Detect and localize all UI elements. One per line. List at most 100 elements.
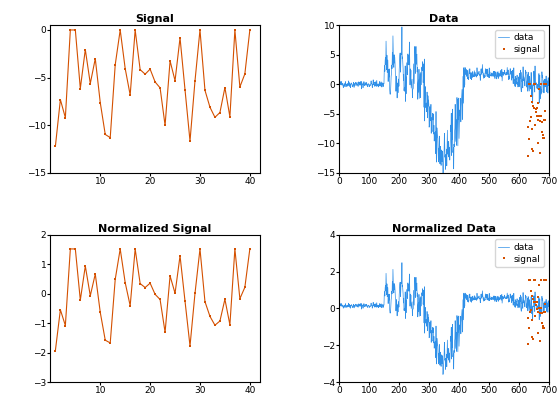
signal [541, 278, 548, 283]
signal [535, 101, 542, 106]
data [525, 302, 532, 307]
Title: Data: Data [430, 14, 459, 24]
signal [530, 278, 537, 283]
signal [534, 118, 541, 123]
signal [531, 313, 538, 318]
Line: data: data [339, 27, 548, 176]
signal [540, 310, 547, 315]
signal [534, 114, 540, 119]
signal [527, 310, 534, 315]
signal [525, 125, 531, 130]
data [395, 79, 402, 84]
Title: Normalized Data: Normalized Data [392, 224, 496, 234]
Title: Normalized Signal: Normalized Signal [99, 224, 212, 234]
data [395, 301, 402, 306]
signal [533, 302, 539, 307]
Line: signal: signal [526, 279, 547, 345]
signal [542, 109, 549, 114]
signal [543, 278, 549, 283]
signal [528, 94, 534, 99]
signal [528, 307, 534, 312]
signal [525, 154, 531, 159]
data [399, 24, 405, 29]
signal [530, 103, 536, 108]
signal [533, 109, 539, 114]
signal [528, 294, 535, 299]
signal [530, 148, 536, 153]
signal [529, 147, 536, 152]
signal [535, 330, 542, 335]
Line: signal: signal [526, 83, 547, 158]
data [545, 83, 552, 88]
signal [536, 282, 543, 287]
data [474, 295, 480, 300]
signal [532, 278, 539, 283]
signal [533, 299, 540, 304]
signal [534, 306, 540, 311]
data [399, 260, 405, 265]
Title: Signal: Signal [136, 14, 175, 24]
signal [528, 115, 534, 120]
signal [535, 141, 542, 146]
signal [540, 323, 547, 328]
signal [530, 297, 536, 302]
data [336, 81, 343, 86]
data [440, 372, 446, 377]
data [545, 304, 552, 309]
signal [531, 122, 538, 127]
signal [536, 311, 543, 316]
signal [526, 278, 533, 283]
signal [533, 106, 540, 111]
signal [535, 295, 542, 300]
signal [528, 289, 534, 294]
signal [538, 278, 544, 283]
signal [526, 278, 533, 283]
Line: data: data [339, 262, 548, 375]
signal [535, 306, 542, 311]
signal [530, 81, 537, 87]
data [387, 309, 394, 314]
data [387, 89, 394, 94]
signal [538, 113, 544, 118]
signal [537, 150, 544, 155]
signal [527, 118, 534, 123]
signal [525, 341, 531, 346]
signal [542, 117, 548, 122]
signal [539, 136, 546, 141]
data [336, 302, 343, 307]
signal [528, 100, 535, 105]
data [525, 80, 532, 85]
signal [530, 337, 536, 342]
Legend: data, signal: data, signal [495, 30, 544, 58]
signal [543, 81, 549, 87]
signal [525, 326, 532, 331]
signal [535, 113, 542, 118]
data [500, 69, 506, 74]
signal [525, 316, 531, 321]
signal [540, 136, 547, 141]
signal [533, 106, 539, 111]
signal [540, 133, 547, 138]
signal [531, 299, 538, 304]
data [474, 71, 480, 76]
signal [542, 302, 549, 307]
signal [529, 318, 535, 323]
signal [538, 81, 544, 87]
data [500, 294, 506, 299]
signal [536, 119, 543, 124]
signal [525, 136, 532, 141]
signal [534, 310, 541, 315]
signal [538, 306, 544, 311]
signal [539, 320, 545, 325]
signal [531, 105, 538, 110]
signal [532, 81, 539, 87]
data [403, 74, 409, 79]
signal [540, 326, 547, 331]
signal [529, 335, 536, 340]
signal [539, 130, 545, 135]
signal [539, 326, 546, 331]
signal [536, 87, 543, 92]
signal [540, 118, 547, 123]
signal [529, 127, 535, 132]
signal [533, 299, 539, 304]
